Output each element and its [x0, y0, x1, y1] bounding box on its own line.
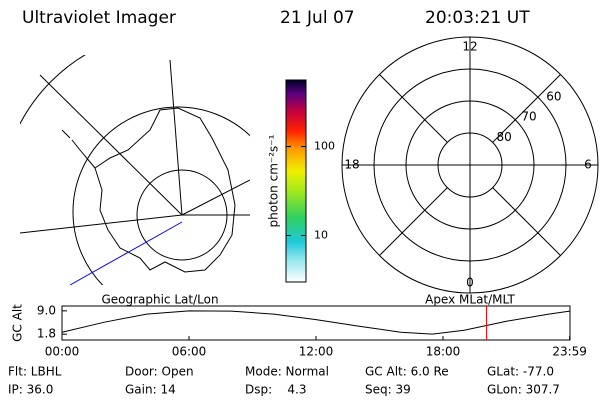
- info-field: GLon: 307.7: [487, 383, 560, 397]
- colorbar: [285, 79, 307, 283]
- info-field: Door: Open: [125, 365, 194, 379]
- r-tick-label: 80: [497, 130, 512, 144]
- radial-line: [379, 187, 448, 256]
- time: 20:03:21 UT: [425, 8, 530, 28]
- radial-line: [492, 187, 561, 256]
- grid-circle: [437, 132, 503, 198]
- info-field: GLat: -77.0: [487, 365, 554, 379]
- y-axis-label: GC Alt: [11, 304, 25, 342]
- plot-frame: [61, 305, 571, 341]
- x-tick-label: 06:00: [172, 345, 207, 359]
- theta-tick-label: 18: [344, 158, 359, 172]
- info-field: Dsp: 4.3: [245, 383, 307, 397]
- radial-line: [492, 74, 561, 143]
- info-field: GC Alt: 6.0 Re: [365, 365, 449, 379]
- title: Ultraviolet Imager: [22, 8, 176, 28]
- y-tick-label: 9.0: [37, 303, 56, 317]
- theta-tick-label: 6: [584, 158, 592, 172]
- grid-circle: [405, 100, 535, 230]
- colorbar-tick-label: 10: [314, 228, 328, 241]
- r-tick-label: 60: [546, 90, 561, 104]
- x-tick-label: 18:00: [426, 345, 461, 359]
- info-field: Gain: 14: [125, 383, 176, 397]
- r-tick-label: 70: [521, 110, 536, 124]
- map-label: Apex MLat/MLT: [425, 293, 515, 307]
- info-field: IP: 36.0: [8, 383, 53, 397]
- colorbar-tick-label: 100: [314, 140, 335, 153]
- map-label: Geographic Lat/Lon: [101, 293, 218, 307]
- y-tick-label: 1.8: [37, 327, 56, 341]
- info-field: Mode: Normal: [245, 365, 329, 379]
- theta-tick-label: 12: [462, 40, 477, 54]
- geographic-map: [20, 55, 250, 285]
- date: 21 Jul 07: [280, 8, 355, 28]
- gc-alt-line: [61, 310, 570, 335]
- x-tick-label: 00:00: [45, 345, 80, 359]
- x-tick-label: 12:00: [299, 345, 334, 359]
- colorbar-label: photon cm⁻²s⁻¹: [267, 134, 281, 227]
- info-field: Flt: LBHL: [8, 365, 62, 379]
- radial-line: [379, 74, 448, 143]
- info-field: Seq: 39: [365, 383, 411, 397]
- theta-tick-label: 0: [466, 276, 474, 290]
- grid-circle: [373, 68, 567, 262]
- x-tick-label: 23:59: [552, 345, 587, 359]
